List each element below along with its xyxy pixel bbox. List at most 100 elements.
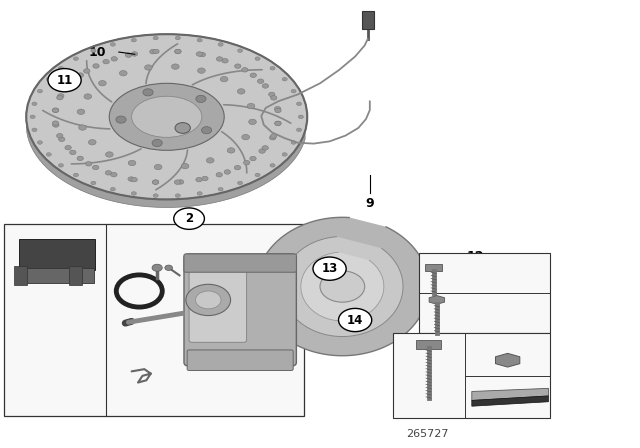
Text: 3: 3	[103, 364, 111, 377]
Circle shape	[282, 153, 287, 156]
FancyBboxPatch shape	[16, 268, 94, 283]
Circle shape	[262, 84, 269, 88]
FancyBboxPatch shape	[69, 266, 82, 285]
Circle shape	[298, 115, 303, 119]
Circle shape	[249, 119, 257, 125]
Circle shape	[99, 81, 106, 86]
Circle shape	[174, 180, 180, 185]
Text: 1: 1	[74, 394, 83, 407]
Circle shape	[269, 135, 276, 140]
FancyBboxPatch shape	[184, 254, 296, 272]
Circle shape	[84, 94, 92, 99]
Circle shape	[172, 64, 179, 69]
Circle shape	[46, 153, 51, 156]
Circle shape	[105, 171, 111, 175]
Circle shape	[242, 134, 250, 140]
Circle shape	[57, 95, 63, 100]
Circle shape	[237, 49, 243, 52]
Ellipse shape	[109, 83, 224, 151]
Circle shape	[291, 141, 296, 144]
Circle shape	[270, 164, 275, 167]
Circle shape	[111, 172, 117, 177]
Circle shape	[120, 70, 127, 76]
Circle shape	[216, 172, 223, 177]
Ellipse shape	[132, 96, 202, 138]
Circle shape	[275, 108, 281, 113]
Circle shape	[74, 57, 79, 60]
Circle shape	[152, 139, 163, 146]
Circle shape	[131, 177, 138, 182]
Circle shape	[244, 160, 250, 165]
Circle shape	[48, 69, 81, 92]
Circle shape	[145, 65, 152, 70]
Circle shape	[58, 164, 63, 167]
Circle shape	[153, 194, 158, 198]
Circle shape	[52, 108, 59, 112]
Circle shape	[250, 156, 256, 161]
Circle shape	[103, 60, 109, 64]
Text: 12: 12	[467, 250, 484, 263]
Circle shape	[206, 158, 214, 163]
Text: 9: 9	[365, 197, 374, 210]
Circle shape	[291, 89, 296, 93]
Circle shape	[131, 52, 138, 56]
Circle shape	[218, 187, 223, 191]
Circle shape	[37, 141, 42, 144]
Circle shape	[84, 69, 90, 73]
Circle shape	[153, 36, 158, 40]
FancyBboxPatch shape	[425, 264, 442, 271]
Text: 13: 13	[458, 308, 473, 319]
Polygon shape	[282, 237, 403, 336]
Circle shape	[153, 49, 159, 54]
Circle shape	[175, 49, 181, 54]
Circle shape	[259, 149, 265, 153]
Text: 13: 13	[321, 262, 338, 275]
Circle shape	[282, 78, 287, 81]
Circle shape	[70, 150, 76, 155]
Circle shape	[196, 177, 202, 182]
Circle shape	[154, 164, 162, 170]
Circle shape	[46, 78, 51, 81]
Circle shape	[58, 94, 64, 98]
Circle shape	[86, 162, 92, 166]
Text: 2: 2	[425, 404, 433, 414]
Circle shape	[52, 121, 59, 125]
Circle shape	[313, 257, 346, 280]
Circle shape	[247, 103, 255, 109]
Circle shape	[270, 66, 275, 70]
FancyBboxPatch shape	[14, 266, 27, 285]
Circle shape	[111, 56, 117, 61]
Circle shape	[79, 125, 86, 130]
Circle shape	[255, 173, 260, 177]
Circle shape	[195, 291, 221, 309]
Circle shape	[202, 176, 208, 181]
Circle shape	[32, 128, 37, 132]
Circle shape	[218, 43, 223, 46]
Circle shape	[255, 57, 260, 60]
Circle shape	[175, 36, 180, 40]
Circle shape	[58, 137, 65, 142]
Circle shape	[52, 123, 59, 127]
Text: 8: 8	[44, 394, 53, 407]
Circle shape	[152, 180, 159, 185]
Circle shape	[65, 146, 71, 150]
Circle shape	[250, 73, 257, 78]
Polygon shape	[301, 252, 384, 321]
Circle shape	[296, 128, 301, 132]
Circle shape	[275, 121, 281, 125]
Text: 4: 4	[106, 315, 115, 328]
Circle shape	[77, 73, 84, 78]
Circle shape	[116, 116, 126, 123]
Circle shape	[152, 264, 163, 271]
Circle shape	[77, 156, 83, 160]
Circle shape	[93, 165, 99, 170]
Circle shape	[30, 115, 35, 119]
Circle shape	[296, 102, 301, 106]
Circle shape	[131, 192, 136, 195]
FancyBboxPatch shape	[19, 239, 95, 270]
FancyBboxPatch shape	[362, 11, 374, 29]
Circle shape	[196, 52, 203, 56]
Circle shape	[56, 134, 63, 138]
Circle shape	[235, 64, 241, 69]
Polygon shape	[27, 124, 305, 207]
